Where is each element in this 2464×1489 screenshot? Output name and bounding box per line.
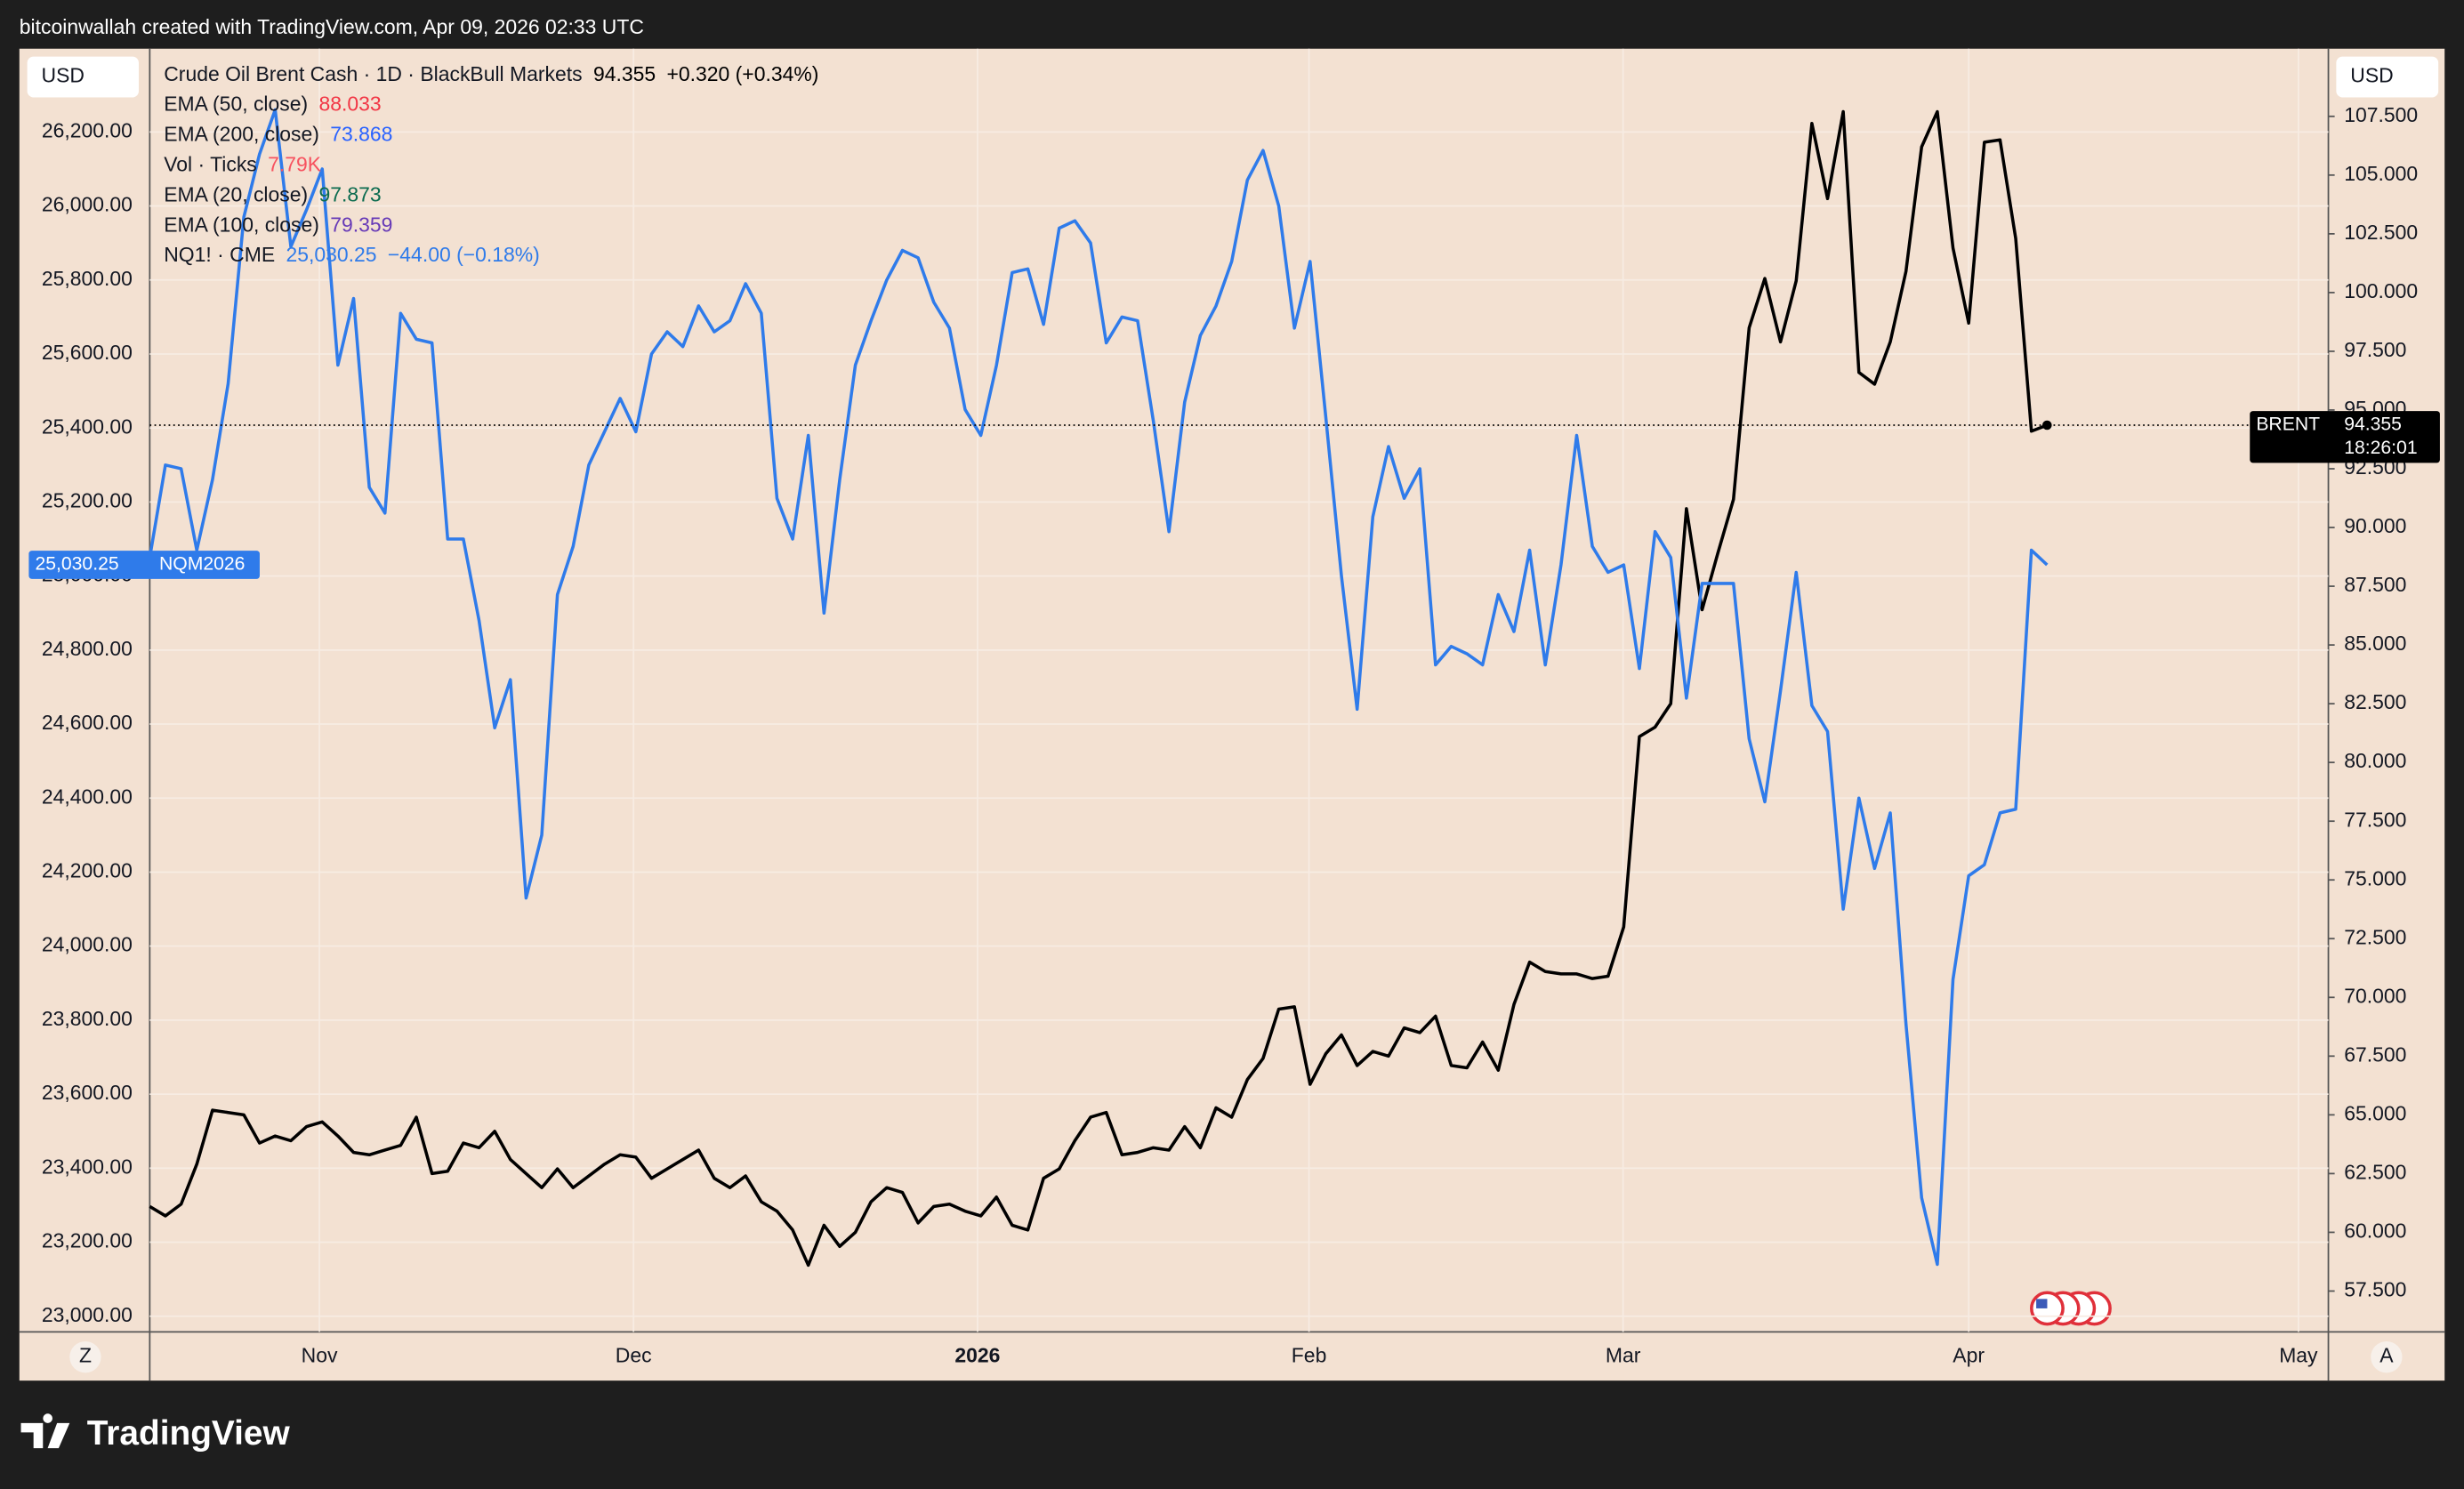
y-tick-label: 23,800.00: [42, 1007, 133, 1030]
currency-button[interactable]: [2336, 56, 2439, 98]
y-tick-label: 26,200.00: [42, 118, 133, 141]
y2-tick-label: 105.000: [2344, 162, 2418, 185]
y2-tick-label: 72.500: [2344, 925, 2406, 948]
legend-name: Crude Oil Brent Cash · 1D · BlackBull Ma…: [164, 62, 582, 85]
y2-tick-label: 57.500: [2344, 1278, 2406, 1301]
y2-tick-label: 100.000: [2344, 279, 2418, 302]
indicator-value: 73.868: [330, 122, 392, 145]
chart-panel: [19, 48, 2445, 1381]
x-tick-label: Dec: [616, 1344, 652, 1367]
y2-tick-label: 102.500: [2344, 221, 2418, 244]
currency-label: USD: [2350, 64, 2393, 87]
countdown: 18:26:01: [2344, 438, 2417, 458]
indicator-name: EMA (100, close): [164, 213, 319, 237]
a-label: A: [2379, 1344, 2394, 1367]
y-tick-label: 24,600.00: [42, 711, 133, 734]
y-tick-label: 26,000.00: [42, 193, 133, 216]
indicator-name: EMA (200, close): [164, 122, 319, 145]
y-tick-label: 23,200.00: [42, 1229, 133, 1252]
y-tick-label: 24,400.00: [42, 785, 133, 808]
y2-tick-label: 70.000: [2344, 984, 2406, 1007]
y2-tick-label: 107.500: [2344, 103, 2418, 126]
legend-change: +0.320 (+0.34%): [667, 62, 819, 85]
y2-tick-label: 60.000: [2344, 1219, 2406, 1242]
logo: [20, 1413, 70, 1449]
z-label: Z: [79, 1344, 92, 1367]
price-tag-name: BRENT: [2256, 415, 2320, 435]
plot: 23,000.00 23,200.00 23,400.00 23,600.00 23,8…: [28, 48, 2440, 1367]
y2-tick-label: 97.500: [2344, 338, 2406, 361]
y-tick-label: 25,800.00: [42, 267, 133, 290]
indicator-value: 97.873: [319, 183, 382, 206]
y-tick-label: 25,400.00: [42, 415, 133, 438]
x-tick-label: 2026: [954, 1344, 1000, 1367]
y-tick-label: 24,000.00: [42, 933, 133, 956]
series-line: [148, 108, 2049, 1267]
legend: Crude Oil Brent Cash · 1D · BlackBull Ma…: [164, 62, 818, 266]
indicator-name: Vol · Ticks: [164, 153, 257, 176]
y2-tick-label: 90.000: [2344, 514, 2406, 537]
indicator-name: EMA (50, close): [164, 92, 308, 115]
legend-change: −44.00 (−0.18%): [388, 243, 540, 266]
event-flags[interactable]: [2030, 1291, 2112, 1326]
y-tick-label: 25,600.00: [42, 341, 133, 364]
y-tick-label: 23,000.00: [42, 1303, 133, 1326]
x-tick-label: Mar: [1606, 1344, 1641, 1367]
indicator-value: 88.033: [319, 92, 382, 115]
y2-tick-label: 67.500: [2344, 1042, 2406, 1066]
indicator-name: EMA (20, close): [164, 183, 308, 206]
currency-label: USD: [42, 64, 85, 87]
y-tick-label: 23,600.00: [42, 1081, 133, 1104]
y-tick-label: 23,400.00: [42, 1155, 133, 1178]
y2-tick-label: 80.000: [2344, 749, 2406, 772]
x-tick-label: Apr: [1953, 1344, 1985, 1367]
y-tick-label: 25,200.00: [42, 488, 133, 511]
legend-value: 25,030.25: [286, 243, 377, 266]
legend-name: NQ1! · CME: [164, 243, 275, 266]
price-tag: [28, 551, 260, 579]
price-tag-value: 25,030.25: [35, 554, 118, 575]
indicator-value: 79.359: [330, 213, 392, 237]
y-tick-label: 24,800.00: [42, 637, 133, 660]
y2-tick-label: 82.500: [2344, 690, 2406, 713]
y-tick-label: 24,200.00: [42, 859, 133, 882]
x-tick-label: May: [2279, 1344, 2318, 1367]
price-tag-name: NQM2026: [159, 554, 245, 575]
a-button[interactable]: [2371, 1341, 2403, 1373]
y2-tick-label: 85.000: [2344, 632, 2406, 655]
x-tick-label: Nov: [302, 1344, 338, 1367]
header: bitcoinwallah created with TradingView.c…: [20, 15, 644, 38]
currency-button[interactable]: [27, 56, 139, 98]
y2-tick-label: 87.500: [2344, 573, 2406, 596]
x-tick-label: Feb: [1292, 1344, 1327, 1367]
last-point: [2042, 420, 2052, 431]
legend-value: 94.355: [593, 62, 656, 85]
y2-tick-label: 62.500: [2344, 1160, 2406, 1183]
price-tag: [2250, 411, 2440, 463]
logo-text: TradingView: [87, 1414, 291, 1453]
y2-tick-label: 65.000: [2344, 1101, 2406, 1124]
z-button[interactable]: [69, 1341, 101, 1373]
y2-tick-label: 75.000: [2344, 866, 2406, 889]
series-line: [149, 109, 2048, 1268]
indicator-value: 7.79K: [268, 153, 322, 176]
price-tag-value: 94.355: [2344, 415, 2402, 435]
y2-tick-label: 77.500: [2344, 808, 2406, 831]
